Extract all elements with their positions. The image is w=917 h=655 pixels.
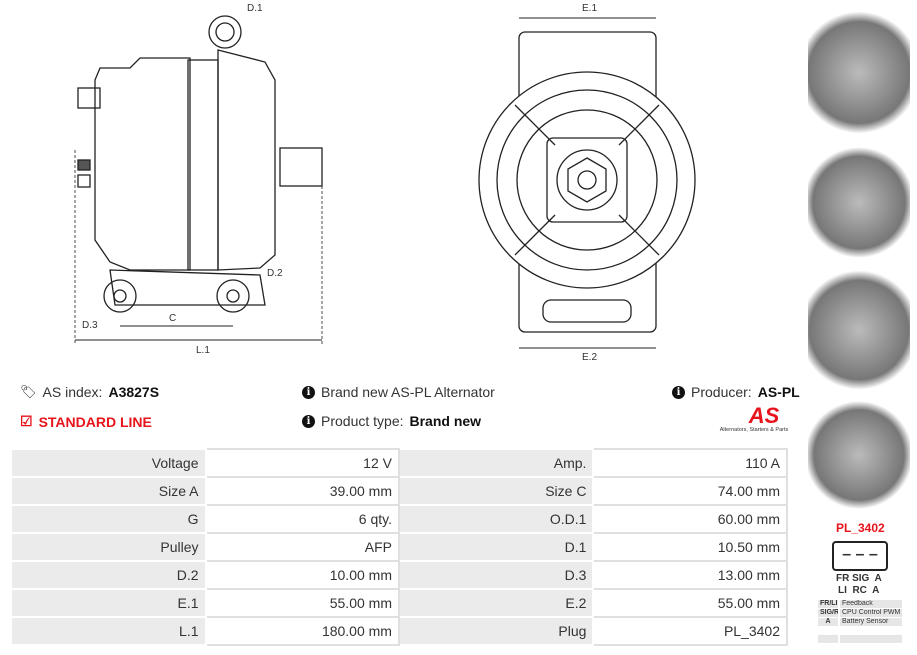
product-photo-4[interactable] xyxy=(808,400,910,510)
table-row: D.2 10.00 mm D.3 13.00 mm xyxy=(10,560,788,590)
table-row: Voltage 12 V Amp. 110 A xyxy=(10,448,788,478)
spec-label: O.D.1 xyxy=(397,504,595,534)
label-l1: L.1 xyxy=(196,345,210,356)
table-row: E.1 55.00 mm E.2 55.00 mm xyxy=(10,588,788,618)
spec-label: E.2 xyxy=(397,588,595,618)
side-view-drawing xyxy=(74,15,323,345)
product-photo-1[interactable] xyxy=(808,5,910,140)
label-e2: E.2 xyxy=(582,352,598,363)
spec-value: 10.00 mm xyxy=(204,560,400,590)
info-icon: i xyxy=(302,385,315,399)
spec-value: 110 A xyxy=(592,448,788,478)
info-icon: i xyxy=(302,414,315,428)
product-photo-2[interactable] xyxy=(808,145,910,260)
spec-value: AFP xyxy=(204,532,400,562)
label-d2: D.2 xyxy=(267,268,283,279)
spec-label: Size A xyxy=(10,476,207,506)
spec-value: 60.00 mm xyxy=(592,504,788,534)
brand-info: i Brand new AS-PL Alternator xyxy=(302,384,495,400)
label-c: C xyxy=(169,313,177,324)
plug-legend-row: A Battery Sensor xyxy=(818,618,902,626)
plug-pins-bottom: LI RC A xyxy=(838,585,880,596)
spec-label: Plug xyxy=(397,616,595,646)
label-e1: E.1 xyxy=(582,3,598,14)
plug-legend-row xyxy=(818,635,902,643)
front-view-drawing xyxy=(478,17,696,349)
spec-label: Size C xyxy=(397,476,595,506)
spec-label: D.3 xyxy=(397,560,595,590)
pin-code: SIG/RC xyxy=(818,609,838,617)
plug-legend-row: SIG/RCCPU Control PWM xyxy=(818,609,902,617)
spec-label: E.1 xyxy=(10,588,207,618)
standard-line-badge: ☑ STANDARD LINE xyxy=(20,413,152,430)
pin-description: Battery Sensor xyxy=(840,618,902,626)
plug-name: PL_3402 xyxy=(836,521,885,535)
spec-value: 12 V xyxy=(204,448,400,478)
spec-value: 55.00 mm xyxy=(592,588,788,618)
product-type: i Product type: Brand new xyxy=(302,413,481,429)
label-d3: D.3 xyxy=(82,320,98,331)
as-pl-logo: AS Alternators, Starters & Parts xyxy=(719,403,789,434)
spec-value: 10.50 mm xyxy=(592,532,788,562)
spec-label: Voltage xyxy=(10,448,207,478)
pin-code xyxy=(818,635,838,643)
spec-value: 74.00 mm xyxy=(592,476,788,506)
plug-pins-top: FR SIG A xyxy=(836,573,882,584)
info-icon: i xyxy=(672,385,685,399)
spec-value: PL_3402 xyxy=(592,616,788,646)
spec-value: 6 qty. xyxy=(204,504,400,534)
table-row: Pulley AFP D.1 10.50 mm xyxy=(10,532,788,562)
tags-icon: 🏷 xyxy=(20,384,37,399)
checkbox-icon: ☑ xyxy=(20,413,33,429)
product-photo-3[interactable] xyxy=(808,265,910,395)
pin-code: A xyxy=(818,618,838,626)
label-d1: D.1 xyxy=(247,3,263,14)
spec-label: Pulley xyxy=(10,532,207,562)
spec-label: D.1 xyxy=(397,532,595,562)
spec-value: 39.00 mm xyxy=(204,476,400,506)
producer: i Producer: AS-PL xyxy=(672,384,800,400)
spec-value: 180.00 mm xyxy=(204,616,400,646)
table-row: Size A 39.00 mm Size C 74.00 mm xyxy=(10,476,788,506)
spec-value: 55.00 mm xyxy=(204,588,400,618)
plug-connector-icon: – – – xyxy=(832,541,888,571)
pin-description: Feedback xyxy=(840,600,902,608)
spec-value: 13.00 mm xyxy=(592,560,788,590)
spec-label: L.1 xyxy=(10,616,207,646)
as-index: 🏷 AS index: A3827S xyxy=(20,384,160,400)
plug-legend-row: FR/LI Feedback xyxy=(818,600,902,608)
pin-description xyxy=(840,635,902,643)
pin-code: FR/LI xyxy=(818,600,838,608)
spec-label: G xyxy=(10,504,207,534)
specs-table: Voltage 12 V Amp. 110 A Size A 39.00 mm Size C… xyxy=(10,448,788,646)
spec-label: Amp. xyxy=(397,448,595,478)
table-row: L.1 180.00 mm Plug PL_3402 xyxy=(10,616,788,646)
pin-description: CPU Control PWM xyxy=(840,609,902,617)
spec-label: D.2 xyxy=(10,560,207,590)
